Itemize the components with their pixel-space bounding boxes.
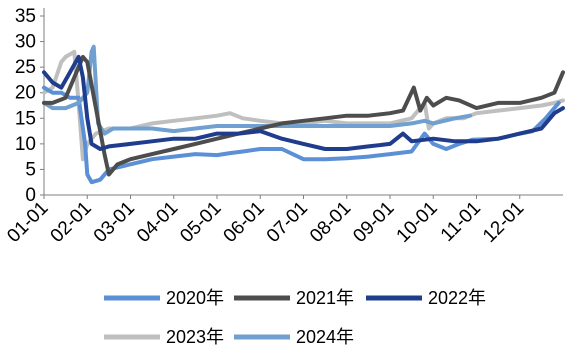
x-tick-label: 10-01 <box>393 198 442 247</box>
x-tick-label: 09-01 <box>349 198 398 247</box>
x-tick-label: 06-01 <box>220 198 269 247</box>
series-line-0 <box>42 85 561 185</box>
x-tick-label: 04-01 <box>133 198 182 247</box>
legend-label-0: 2020年 <box>166 288 224 308</box>
x-tick-label: 08-01 <box>306 198 355 247</box>
legend-label-3: 2023年 <box>166 327 224 347</box>
y-tick-label: 10 <box>15 134 36 155</box>
x-tick-label: 11-01 <box>437 198 485 246</box>
y-tick-label: 30 <box>15 32 36 53</box>
y-tick-label: 15 <box>15 108 36 129</box>
series-line-2 <box>42 54 565 151</box>
x-tick-label: 03-01 <box>90 198 139 247</box>
legend-label-2: 2022年 <box>428 288 486 308</box>
legend-label-1: 2021年 <box>296 288 354 308</box>
y-tick-label: 0 <box>25 185 36 206</box>
series-lines <box>42 44 565 185</box>
x-tick-label: 12-01 <box>479 198 528 247</box>
x-tick-label: 07-01 <box>263 198 312 247</box>
legend-label-4: 2024年 <box>296 327 354 347</box>
legend: 2020年 2021年 2022年 2023年 2024年 <box>104 288 486 347</box>
x-tick-label: 05-01 <box>176 198 225 247</box>
x-tick-label: 02-01 <box>47 198 96 247</box>
y-tick-label: 5 <box>25 159 36 180</box>
y-tick-label: 35 <box>15 6 36 27</box>
y-tick-label: 25 <box>15 57 36 78</box>
series-line-1 <box>42 54 565 177</box>
y-tick-label: 20 <box>15 83 36 104</box>
